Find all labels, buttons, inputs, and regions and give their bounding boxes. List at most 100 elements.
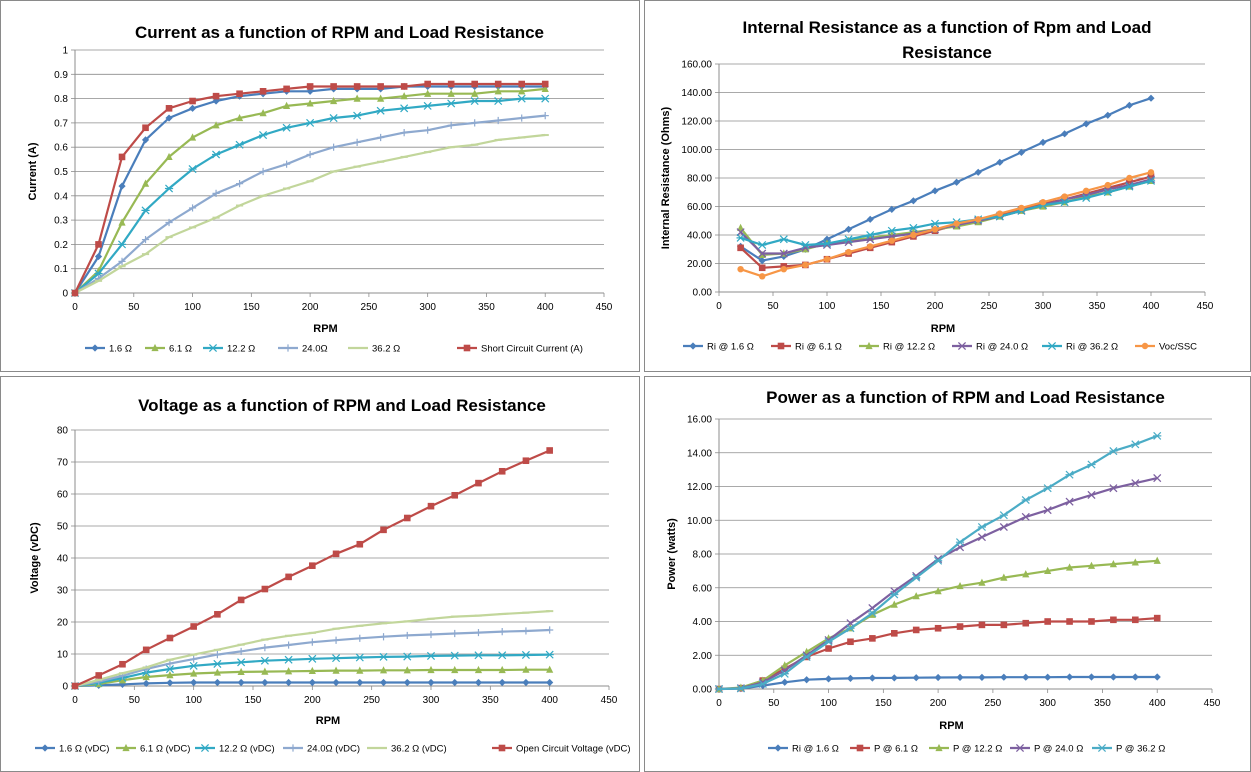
data-point — [823, 256, 831, 263]
data-point — [1109, 673, 1117, 681]
legend-item: 12.2 Ω (vDC) — [195, 744, 275, 755]
series-5 — [736, 176, 1156, 249]
x-tick-label: 350 — [1089, 301, 1106, 312]
chart-title: Voltage as a function of RPM and Load Re… — [138, 396, 546, 415]
data-point — [887, 226, 896, 235]
data-point — [119, 660, 126, 668]
data-point — [498, 651, 507, 660]
x-tick-label: 50 — [767, 301, 779, 312]
data-point — [117, 240, 127, 249]
legend-swatch-marker — [865, 341, 873, 350]
data-point — [261, 644, 269, 652]
series-1 — [715, 673, 1161, 693]
data-point — [306, 99, 314, 107]
legend-item: 24.0Ω — [278, 344, 328, 355]
data-point — [118, 680, 127, 688]
x-tick-label: 450 — [601, 695, 618, 706]
data-point — [802, 261, 809, 269]
data-point — [282, 123, 291, 132]
chart-title: Power as a function of RPM and Load Resi… — [766, 388, 1165, 407]
legend-swatch-marker — [463, 344, 471, 352]
data-point — [869, 635, 876, 642]
legend-item: Ri @ 36.2 Ω — [1042, 342, 1118, 353]
data-point — [306, 87, 314, 95]
data-point — [890, 674, 898, 682]
data-point — [213, 659, 222, 668]
data-point — [1066, 618, 1073, 625]
data-point — [166, 671, 174, 679]
series-3 — [70, 94, 550, 298]
x-tick-label: 50 — [128, 302, 140, 313]
data-point — [1061, 130, 1069, 138]
x-tick-label: 0 — [716, 301, 722, 312]
data-point — [332, 636, 340, 644]
data-point — [758, 264, 766, 272]
legend-swatch-marker — [774, 744, 782, 752]
data-point — [403, 514, 411, 522]
data-point — [1131, 673, 1139, 681]
data-point — [400, 104, 409, 113]
series-6 — [71, 80, 549, 297]
data-point — [1065, 563, 1074, 571]
data-point — [212, 189, 220, 197]
chart-title: Current as a function of RPM and Load Re… — [135, 23, 544, 42]
data-point — [546, 447, 553, 454]
data-point — [518, 87, 526, 95]
data-point — [844, 235, 853, 244]
data-point — [546, 665, 554, 673]
data-point — [868, 674, 876, 682]
data-point — [1104, 111, 1112, 119]
y-tick-label: 12.00 — [687, 482, 712, 493]
data-point — [332, 678, 340, 687]
y-tick-label: 40 — [57, 554, 69, 565]
internal-resistance-chart-panel: Internal Resistance as a function of Rpm… — [644, 0, 1251, 372]
data-point — [1000, 673, 1008, 681]
legend-label: 24.0Ω — [302, 344, 328, 355]
legend-label: Ri @ 36.2 Ω — [1066, 342, 1118, 353]
legend-item: Voc/SSC — [1135, 342, 1197, 353]
data-point — [165, 114, 173, 122]
data-point — [978, 673, 986, 681]
data-point — [471, 89, 479, 97]
data-point — [475, 479, 482, 487]
data-point — [285, 667, 293, 675]
data-point — [376, 106, 385, 115]
legend-swatch-marker — [957, 341, 967, 351]
legend-label: 1.6 Ω — [109, 344, 132, 355]
data-point — [235, 113, 244, 122]
series-2 — [71, 665, 554, 690]
x-tick-label: 300 — [1039, 698, 1056, 709]
data-point — [332, 550, 340, 558]
data-point — [211, 150, 221, 159]
data-point — [212, 97, 220, 105]
data-point — [309, 562, 316, 569]
data-point — [165, 105, 173, 112]
data-point — [912, 592, 920, 600]
data-point — [779, 249, 788, 258]
data-point — [403, 631, 411, 640]
legend-swatch-marker — [284, 344, 292, 352]
data-point — [1021, 512, 1030, 521]
legend-label: Ri @ 1.6 Ω — [792, 744, 839, 755]
legend-item: P @ 12.2 Ω — [929, 744, 1002, 755]
data-point — [758, 240, 767, 249]
data-point — [912, 626, 920, 634]
x-tick-label: 100 — [184, 302, 201, 313]
data-point — [379, 666, 388, 674]
data-point — [142, 124, 149, 132]
data-point — [1044, 673, 1052, 681]
data-point — [213, 651, 221, 659]
data-point — [1017, 148, 1025, 156]
legend-label: Ri @ 12.2 Ω — [883, 342, 935, 353]
data-point — [379, 652, 388, 661]
data-point — [261, 667, 269, 675]
data-point — [330, 96, 338, 105]
data-point — [188, 133, 197, 141]
data-point — [1147, 173, 1155, 180]
data-point — [427, 665, 435, 674]
legend-item: Ri @ 12.2 Ω — [859, 342, 935, 353]
x-axis-label: RPM — [931, 323, 955, 335]
data-point — [188, 104, 197, 112]
y-tick-label: 20.00 — [687, 259, 712, 270]
data-point — [214, 611, 221, 618]
